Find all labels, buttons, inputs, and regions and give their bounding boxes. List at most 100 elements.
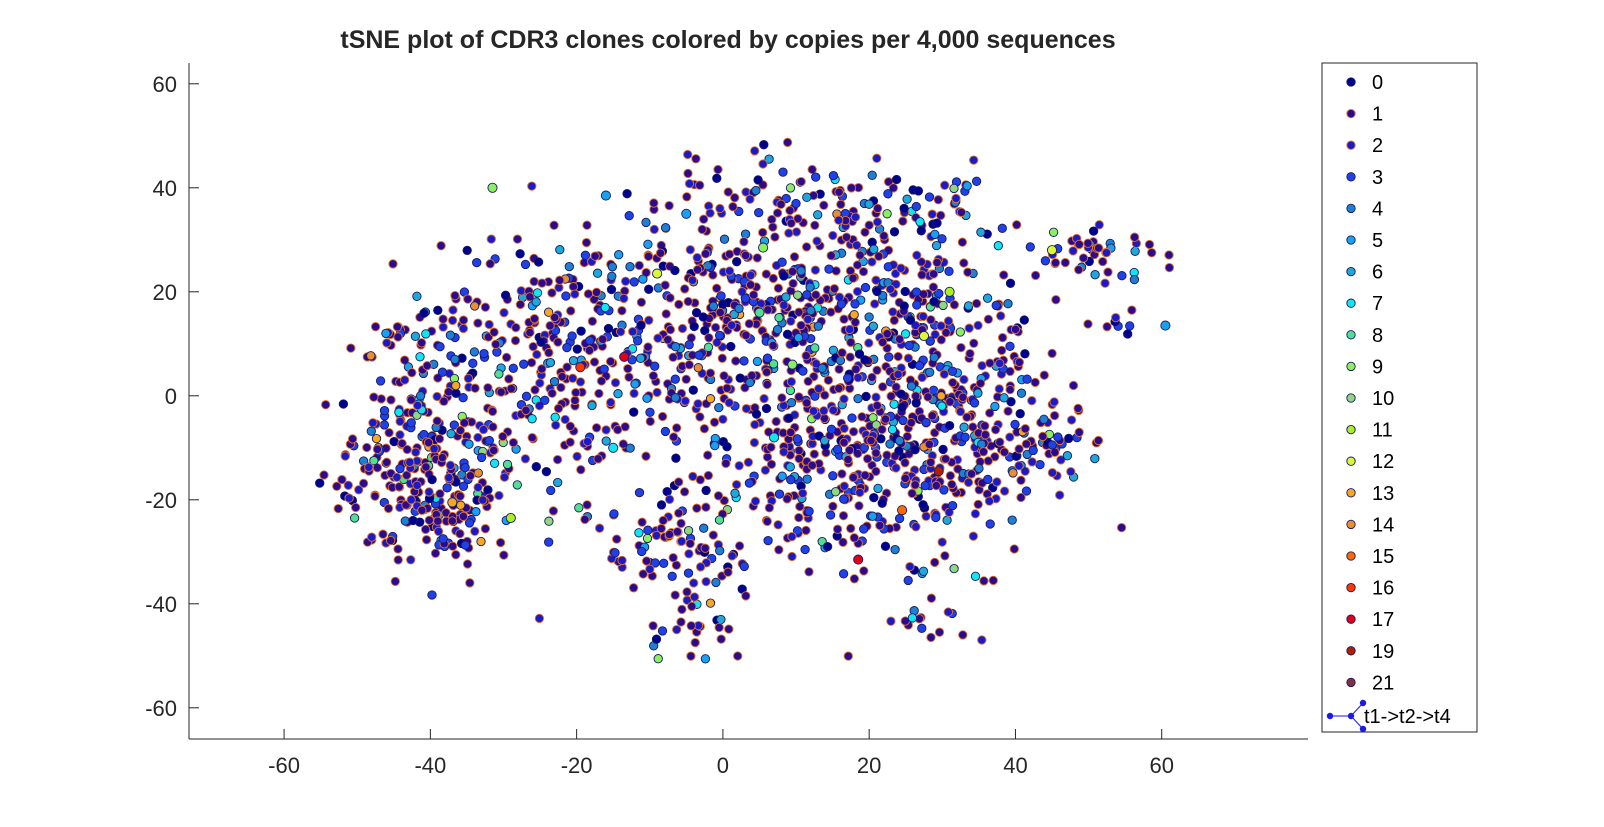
scatter-point: [758, 227, 768, 238]
scatter-point: [642, 533, 653, 544]
scatter-point: [571, 387, 581, 398]
scatter-point: [470, 301, 480, 311]
scatter-point: [370, 322, 381, 332]
highlight-point: [758, 242, 769, 253]
scatter-point: [929, 352, 939, 363]
scatter-point: [904, 340, 914, 351]
scatter-point: [839, 423, 849, 434]
scatter-point: [544, 537, 554, 547]
scatter-point: [976, 439, 987, 449]
scatter-point: [836, 299, 847, 309]
scatter-point: [1056, 455, 1066, 465]
scatter-point: [958, 392, 968, 402]
scatter-point: [1083, 238, 1093, 248]
scatter-point: [1074, 239, 1084, 250]
scatter-point: [878, 337, 888, 347]
scatter-point: [785, 205, 795, 216]
scatter-point: [570, 289, 580, 299]
scatter-point: [810, 265, 821, 275]
scatter-point: [643, 251, 654, 262]
scatter-point: [1049, 397, 1059, 407]
scatter-point: [929, 297, 939, 307]
legend-marker: [1346, 424, 1356, 435]
scatter-point: [774, 312, 784, 323]
scatter-point: [694, 350, 704, 360]
scatter-point: [668, 553, 678, 563]
scatter-point: [864, 220, 874, 230]
scatter-point: [980, 421, 990, 431]
scatter-point: [810, 220, 820, 230]
scatter-point: [343, 480, 353, 490]
legend-path-node: [1326, 712, 1334, 720]
scatter-point: [473, 482, 483, 493]
y-tick-label: 0: [165, 384, 177, 409]
scatter-point: [1048, 227, 1059, 237]
scatter-point: [830, 487, 841, 497]
scatter-point: [763, 535, 773, 546]
scatter-point: [776, 199, 786, 209]
scatter-point: [427, 474, 437, 485]
scatter-point: [977, 361, 987, 371]
scatter-point: [971, 298, 982, 309]
scatter-point: [931, 512, 941, 523]
scatter-point: [937, 234, 947, 244]
scatter-point: [629, 407, 639, 417]
scatter-point: [963, 477, 974, 488]
scatter-point: [1164, 250, 1174, 260]
scatter-point: [739, 237, 749, 247]
scatter-point: [903, 575, 913, 586]
scatter-point: [686, 621, 696, 631]
scatter-point: [519, 359, 529, 369]
legend-marker: [1346, 330, 1356, 340]
scatter-point: [408, 515, 418, 526]
scatter-point: [934, 288, 944, 299]
scatter-point: [976, 227, 986, 237]
legend-label: 1: [1372, 104, 1383, 126]
scatter-point: [724, 624, 734, 634]
scatter-point: [1047, 440, 1057, 450]
scatter-point: [940, 551, 950, 561]
scatter-point: [813, 210, 823, 220]
scatter-point: [378, 529, 388, 539]
scatter-point: [1028, 445, 1038, 456]
scatter-point: [338, 399, 349, 409]
scatter-point: [917, 270, 927, 280]
scatter-point: [562, 362, 572, 372]
scatter-point: [813, 321, 823, 331]
scatter-point: [894, 334, 905, 344]
scatter-point: [598, 334, 608, 344]
scatter-point: [770, 232, 780, 242]
scatter-point: [927, 209, 937, 219]
legend-path-node: [1347, 712, 1355, 720]
scatter-point: [415, 352, 425, 362]
scatter-point: [684, 340, 694, 350]
legend-marker: [1346, 582, 1356, 593]
scatter-point: [716, 614, 726, 625]
scatter-point: [939, 485, 949, 495]
scatter-point: [484, 435, 494, 446]
legend-label: 4: [1372, 198, 1383, 220]
scatter-point: [1010, 324, 1021, 335]
scatter-point: [354, 485, 364, 495]
scatter-point: [930, 229, 940, 240]
legend-marker: [1346, 614, 1356, 624]
scatter-point: [704, 333, 714, 343]
scatter-point: [688, 471, 698, 482]
scatter-point: [1030, 270, 1041, 281]
scatter-point: [520, 259, 531, 270]
scatter-point: [692, 252, 702, 263]
scatter-point: [869, 244, 879, 254]
scatter-point: [591, 423, 602, 433]
scatter-point: [903, 353, 914, 363]
scatter-point: [394, 482, 404, 492]
scatter-point: [926, 457, 936, 467]
legend-label: 17: [1372, 609, 1394, 631]
scatter-point: [779, 271, 789, 281]
scatter-point: [803, 376, 813, 386]
scatter-point: [1005, 384, 1015, 395]
scatter-point: [870, 299, 880, 309]
scatter-point: [543, 307, 554, 317]
scatter-point: [750, 419, 760, 430]
scatter-point: [555, 245, 565, 255]
scatter-point: [814, 384, 824, 394]
